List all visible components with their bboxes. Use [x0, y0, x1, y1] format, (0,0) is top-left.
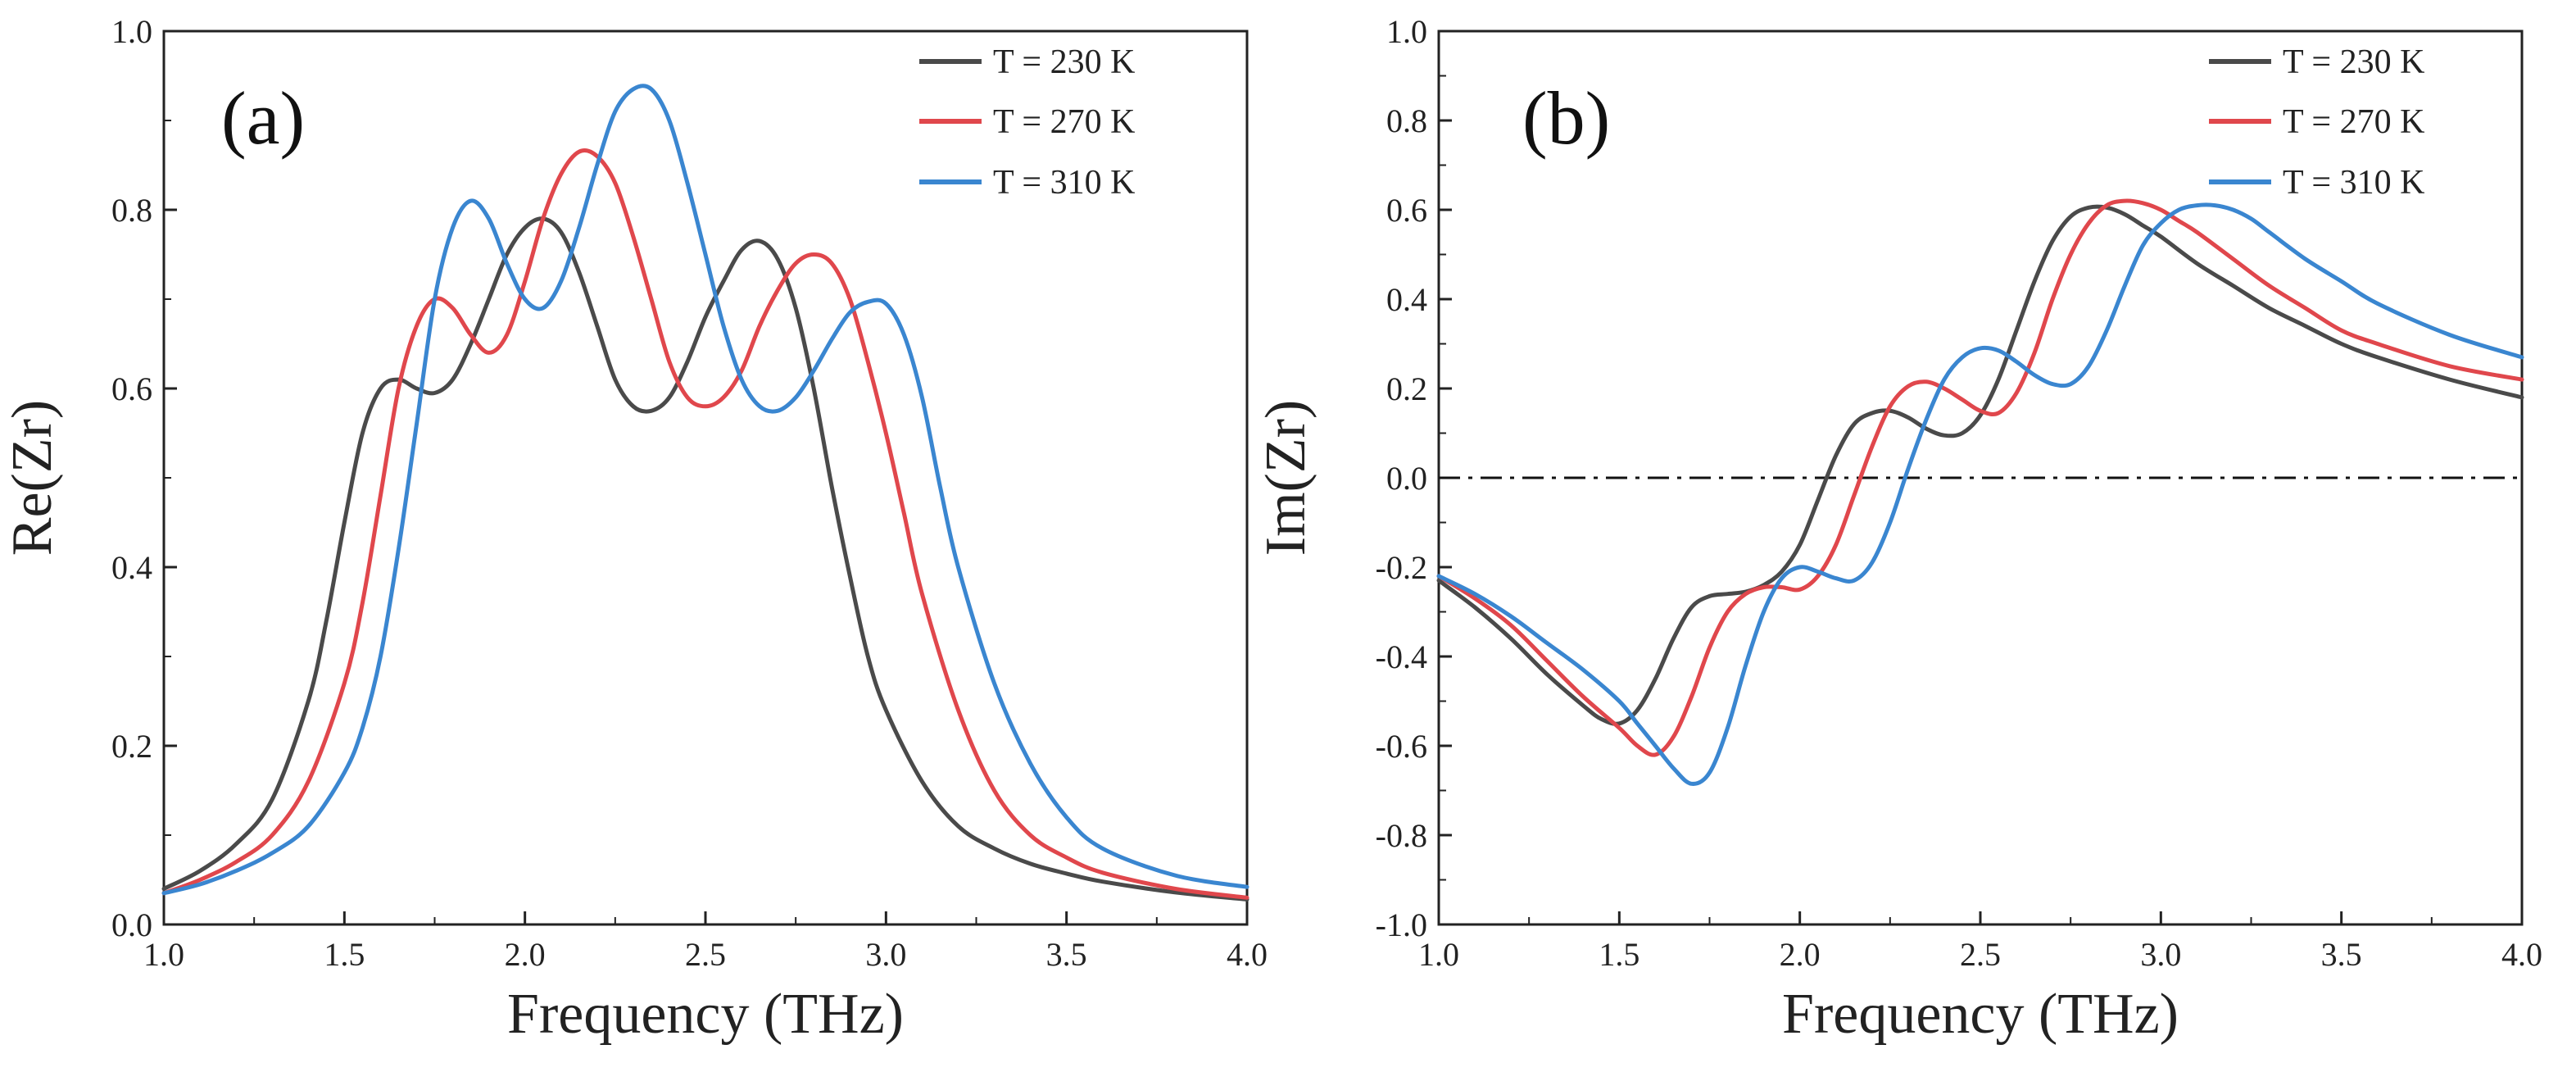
y-tick-label: 0.6 [1386, 192, 1427, 229]
panel-a-legend: T = 230 K T = 270 K T = 310 K [919, 43, 1135, 202]
panel-b-series-line-230 [1436, 204, 2524, 726]
panel-b-legend-label-270: T = 270 K [2283, 103, 2424, 141]
y-tick-label: 0.0 [111, 906, 152, 943]
y-tick-label: 1.0 [111, 13, 152, 50]
x-tick-label: 3.0 [2140, 936, 2181, 973]
y-tick-label: -1.0 [1376, 906, 1427, 943]
panel-a-legend-label-310: T = 310 K [993, 164, 1135, 202]
y-tick-label: 0.8 [111, 192, 152, 229]
y-tick-label: 0.4 [111, 549, 152, 586]
y-tick-label: -0.8 [1376, 817, 1427, 854]
y-tick-label: 0.2 [111, 728, 152, 765]
x-tick-label: 3.5 [2321, 936, 2362, 973]
panel-b-label: (b) [1522, 76, 1610, 160]
y-tick-label: 0.4 [1386, 281, 1427, 318]
y-tick-label: 0.8 [1386, 102, 1427, 139]
panel-a-y-axis-title: Re(Zr) [1, 400, 64, 556]
panel-a-x-axis-title: Frequency (THz) [507, 983, 904, 1046]
panel-a-series-line-310 [161, 84, 1249, 896]
y-tick-label: 1.0 [1386, 13, 1427, 50]
x-tick-label: 1.0 [1418, 936, 1459, 973]
panel-a-series-line-270 [161, 148, 1249, 900]
panel-b-y-axis-title: Im(Zr) [1254, 400, 1317, 556]
panel-a-label: (a) [221, 76, 305, 160]
panel-a-series [161, 84, 1249, 902]
panel-b-x-ticks: 1.0 1.5 2.0 2.5 3.0 3.5 4.0 [1418, 911, 2542, 973]
panel-b-series-line-270 [1436, 198, 2524, 757]
x-tick-label: 1.5 [324, 936, 365, 973]
x-tick-label: 2.0 [505, 936, 546, 973]
y-tick-label: -0.2 [1376, 549, 1427, 586]
x-tick-label: 3.5 [1046, 936, 1087, 973]
x-tick-label: 2.0 [1780, 936, 1821, 973]
panel-a: 1.0 1.5 2.0 2.5 3.0 3.5 4.0 0.0 0.2 0.4 0.6 0.8 1.0… [1, 13, 1268, 1046]
panel-a-y-ticks: 0.0 0.2 0.4 0.6 0.8 1.0 [111, 13, 177, 943]
x-tick-label: 3.0 [865, 936, 906, 973]
y-tick-label: -0.6 [1376, 728, 1427, 765]
panel-b-legend: T = 230 K T = 270 K T = 310 K [2209, 43, 2424, 202]
panel-b-legend-label-230: T = 230 K [2283, 43, 2424, 81]
panel-b-x-axis-title: Frequency (THz) [1782, 983, 2179, 1046]
y-tick-label: 0.0 [1386, 460, 1427, 497]
panel-b: 1.0 1.5 2.0 2.5 3.0 3.5 4.0 -1.0 -0.8 -0.6 -0.4 -0… [1254, 13, 2542, 1046]
y-tick-label: 0.6 [111, 370, 152, 407]
panel-a-legend-label-270: T = 270 K [993, 103, 1135, 141]
x-tick-label: 4.0 [1227, 936, 1268, 973]
panel-b-series-line-310 [1436, 202, 2524, 786]
panel-b-series [1436, 198, 2524, 786]
x-tick-label: 4.0 [2501, 936, 2542, 973]
panel-a-x-ticks: 1.0 1.5 2.0 2.5 3.0 3.5 4.0 [143, 911, 1268, 973]
y-tick-label: -0.4 [1376, 638, 1427, 675]
x-tick-label: 1.5 [1599, 936, 1639, 973]
x-tick-label: 2.5 [1960, 936, 2001, 973]
panel-b-y-ticks: -1.0 -0.8 -0.6 -0.4 -0.2 0.0 0.2 0.4 0.6 0.8 1.0 [1376, 13, 1452, 943]
panel-a-legend-label-230: T = 230 K [993, 43, 1135, 81]
x-tick-label: 1.0 [143, 936, 184, 973]
panel-a-series-line-230 [161, 216, 1249, 902]
panel-b-legend-label-310: T = 310 K [2283, 164, 2424, 202]
y-tick-label: 0.2 [1386, 370, 1427, 407]
x-tick-label: 2.5 [685, 936, 726, 973]
